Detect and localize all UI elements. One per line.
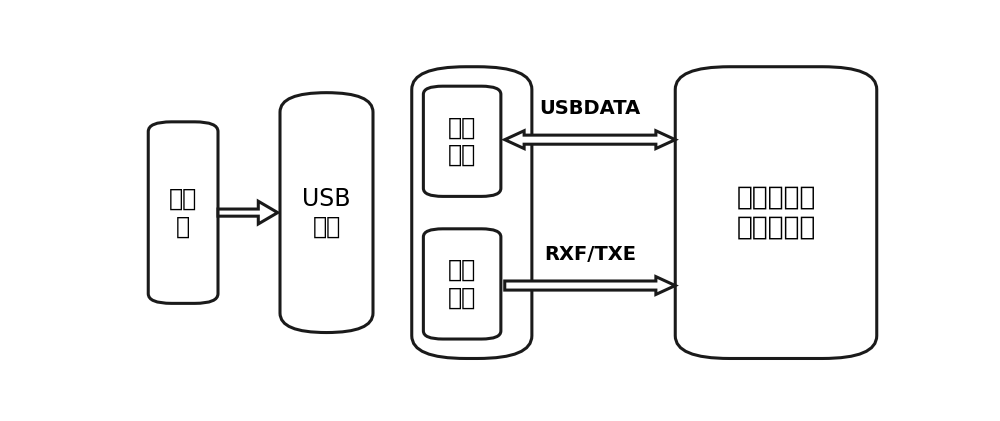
Text: 上位
机: 上位 机: [169, 187, 197, 239]
Text: 状态
命令: 状态 命令: [448, 258, 476, 310]
Polygon shape: [218, 201, 278, 224]
FancyBboxPatch shape: [148, 122, 218, 304]
FancyBboxPatch shape: [423, 229, 501, 339]
Text: USBDATA: USBDATA: [539, 99, 641, 118]
Polygon shape: [505, 131, 675, 149]
FancyBboxPatch shape: [412, 67, 532, 359]
FancyBboxPatch shape: [423, 86, 501, 196]
Text: RXF/TXE: RXF/TXE: [544, 245, 636, 264]
FancyBboxPatch shape: [280, 93, 373, 333]
Polygon shape: [505, 277, 675, 294]
Text: USB
接口: USB 接口: [302, 187, 351, 239]
Text: 数据
接口: 数据 接口: [448, 115, 476, 167]
FancyBboxPatch shape: [675, 67, 877, 359]
Text: 数字逻辑整
体框架电路: 数字逻辑整 体框架电路: [736, 184, 816, 241]
